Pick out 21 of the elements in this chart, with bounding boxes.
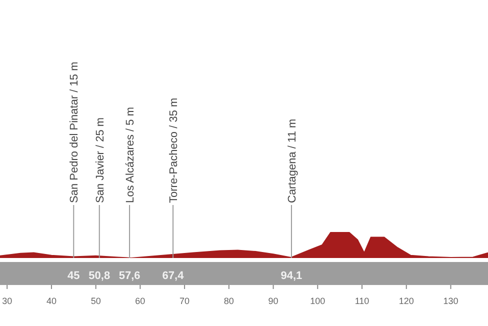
x-tick-label: 80 [224, 296, 234, 306]
ref-line-label: Torre-Pacheco / 35 m [168, 98, 180, 203]
text: 50,8 [88, 270, 110, 282]
x-tick-label: 130 [443, 296, 458, 306]
text: 57,6 [118, 270, 140, 282]
x-tick-label: 40 [46, 296, 56, 306]
x-tick-label: 60 [135, 296, 146, 306]
x-tick-label: 70 [180, 296, 190, 306]
ref-line-label: Los Alcázares / 5 m [124, 107, 137, 203]
text: 67,4 [162, 270, 185, 282]
ref-line-label: Cartagena / 11 m [286, 118, 298, 203]
text: 45 [68, 270, 80, 282]
x-tick-label: 110 [354, 296, 370, 306]
x-tick-label: 90 [268, 296, 278, 306]
ref-line-label: San Pedro del Pinatar / 15 m [68, 62, 81, 203]
x-tick-label: 100 [310, 296, 326, 306]
ref-line-label: San Javier / 25 m [94, 117, 106, 203]
text: 94,1 [280, 270, 302, 282]
x-tick-label: 30 [2, 296, 12, 306]
x-tick-label: 50 [90, 296, 101, 306]
x-tick-label: 120 [398, 296, 414, 306]
